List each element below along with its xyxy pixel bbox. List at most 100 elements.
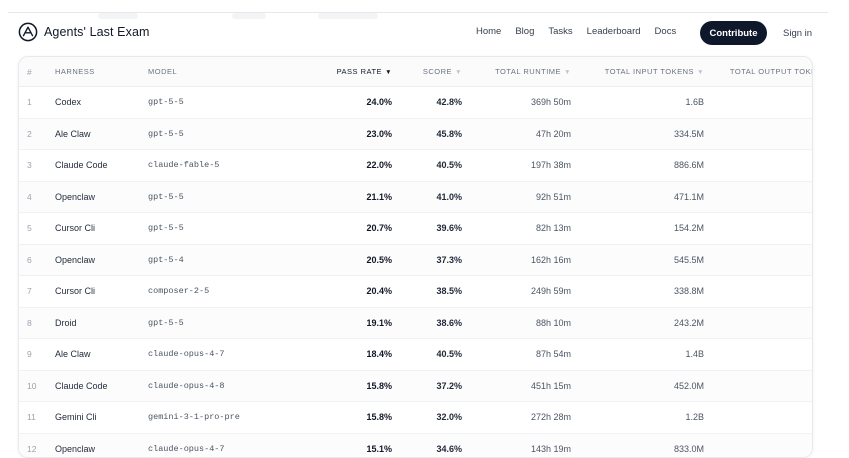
leaderboard-table: # HARNESS MODEL PASS RATE▼ SCORE▼ TOTAL … [19, 57, 813, 458]
brand[interactable]: Agents' Last Exam [18, 22, 150, 42]
col-runtime[interactable]: TOTAL RUNTIME▼ [463, 57, 572, 87]
score-cell: 34.6% [393, 433, 463, 458]
sort-icon: ▼ [564, 69, 571, 76]
harness-cell: Droid [49, 307, 147, 339]
top-navbar: Agents' Last Exam Home Blog Tasks Leader… [0, 0, 849, 56]
input-tokens-cell: 1.4B [572, 339, 705, 371]
model-cell: gpt-5-5 [147, 87, 307, 119]
output-tokens-cell: 4.1M [705, 433, 813, 458]
score-cell: 37.2% [393, 370, 463, 402]
col-input-tokens[interactable]: TOTAL INPUT TOKENS▼ [572, 57, 705, 87]
sort-icon: ▼ [697, 69, 704, 76]
harness-cell: Openclaw [49, 244, 147, 276]
score-cell: 42.8% [393, 87, 463, 119]
pass-rate-cell: 24.0% [307, 87, 393, 119]
rank-cell: 6 [19, 244, 49, 276]
table-header: # HARNESS MODEL PASS RATE▼ SCORE▼ TOTAL … [19, 57, 813, 87]
model-cell: composer-2-5 [147, 276, 307, 308]
nav-link-home[interactable]: Home [476, 26, 501, 37]
rank-cell: 7 [19, 276, 49, 308]
runtime-cell: 143h 19m [463, 433, 572, 458]
input-tokens-cell: 338.8M [572, 276, 705, 308]
col-harness: HARNESS [49, 57, 147, 87]
harness-cell: Cursor Cli [49, 213, 147, 245]
rank-cell: 1 [19, 87, 49, 119]
pass-rate-cell: 15.1% [307, 433, 393, 458]
input-tokens-cell: 545.5M [572, 244, 705, 276]
sort-icon: ▼ [455, 69, 462, 76]
model-cell: claude-opus-4-8 [147, 370, 307, 402]
output-tokens-cell: 5.7M [705, 339, 813, 371]
pass-rate-cell: 15.8% [307, 370, 393, 402]
output-tokens-cell: 3.8M [705, 370, 813, 402]
nav-link-leaderboard[interactable]: Leaderboard [587, 26, 641, 37]
pass-rate-cell: 20.7% [307, 213, 393, 245]
nav-link-docs[interactable]: Docs [655, 26, 677, 37]
model-cell: claude-opus-4-7 [147, 433, 307, 458]
input-tokens-cell: 154.2M [572, 213, 705, 245]
runtime-cell: 87h 54m [463, 339, 572, 371]
input-tokens-cell: 1.6B [572, 87, 705, 119]
rank-cell: 5 [19, 213, 49, 245]
pass-rate-cell: 20.4% [307, 276, 393, 308]
model-cell: claude-opus-4-7 [147, 339, 307, 371]
harness-cell: Ale Claw [49, 118, 147, 150]
col-pass-rate[interactable]: PASS RATE▼ [307, 57, 393, 87]
score-cell: 38.6% [393, 307, 463, 339]
model-cell: gpt-5-5 [147, 213, 307, 245]
rank-cell: 12 [19, 433, 49, 458]
runtime-cell: 272h 28m [463, 402, 572, 434]
harness-cell: Gemini Cli [49, 402, 147, 434]
contribute-button[interactable]: Contribute [700, 21, 767, 45]
col-output-tokens-label: TOTAL OUTPUT TOKENS [730, 67, 813, 76]
pass-rate-cell: 18.4% [307, 339, 393, 371]
harness-cell: Codex [49, 87, 147, 119]
pass-rate-cell: 19.1% [307, 307, 393, 339]
input-tokens-cell: 452.0M [572, 370, 705, 402]
runtime-cell: 47h 20m [463, 118, 572, 150]
rank-cell: 10 [19, 370, 49, 402]
rank-cell: 2 [19, 118, 49, 150]
runtime-cell: 92h 51m [463, 181, 572, 213]
output-tokens-cell: 8.7M [705, 244, 813, 276]
output-tokens-cell: 3.3M [705, 181, 813, 213]
runtime-cell: 88h 10m [463, 307, 572, 339]
col-output-tokens[interactable]: TOTAL OUTPUT TOKENS▼ [705, 57, 813, 87]
nav-links: Home Blog Tasks Leaderboard Docs [476, 26, 690, 37]
output-tokens-cell: 9.6M [705, 150, 813, 182]
model-cell: gemini-3-1-pro-pre [147, 402, 307, 434]
col-pass-rate-label: PASS RATE [337, 67, 382, 76]
score-cell: 40.5% [393, 339, 463, 371]
runtime-cell: 451h 15m [463, 370, 572, 402]
sign-in-link[interactable]: Sign in [783, 28, 812, 39]
output-tokens-cell: 1.7M [705, 213, 813, 245]
output-tokens-cell: 3.5M [705, 402, 813, 434]
col-input-tokens-label: TOTAL INPUT TOKENS [605, 67, 694, 76]
nav-link-blog[interactable]: Blog [515, 26, 534, 37]
score-cell: 41.0% [393, 181, 463, 213]
input-tokens-cell: 833.0M [572, 433, 705, 458]
brand-name: Agents' Last Exam [44, 25, 150, 39]
input-tokens-cell: 471.1M [572, 181, 705, 213]
rank-cell: 3 [19, 150, 49, 182]
output-tokens-cell: 7.2M [705, 87, 813, 119]
runtime-cell: 369h 50m [463, 87, 572, 119]
nav-link-tasks[interactable]: Tasks [548, 26, 572, 37]
header-row: # HARNESS MODEL PASS RATE▼ SCORE▼ TOTAL … [19, 57, 813, 87]
col-score[interactable]: SCORE▼ [393, 57, 463, 87]
runtime-cell: 249h 59m [463, 276, 572, 308]
output-tokens-cell: 2.9M [705, 276, 813, 308]
